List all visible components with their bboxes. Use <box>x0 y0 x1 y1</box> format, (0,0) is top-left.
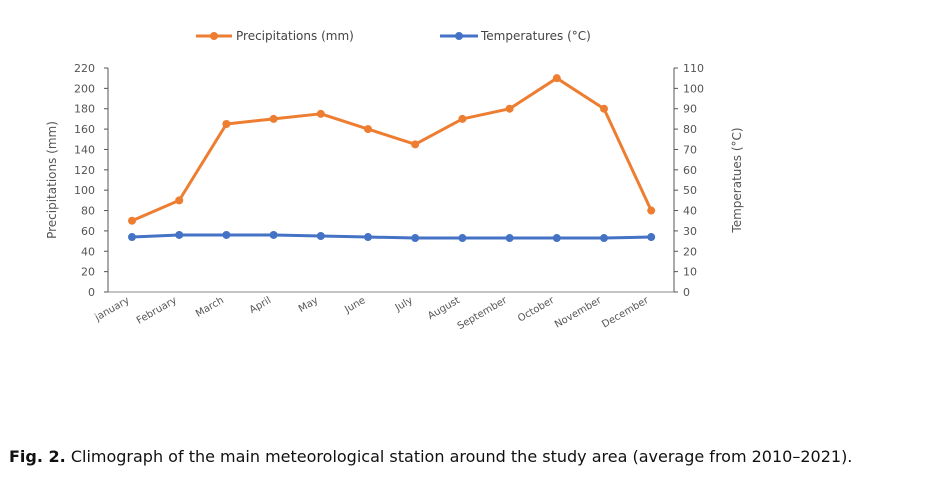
x-tick-label: january <box>92 295 131 324</box>
temperature-point <box>364 233 372 242</box>
precipitation-point <box>600 104 608 113</box>
precipitation-point <box>505 104 514 113</box>
x-tick-label: November <box>553 295 604 331</box>
temperature-point <box>316 232 325 240</box>
x-tick-label: October <box>516 295 557 325</box>
temperature-point <box>175 230 184 239</box>
precipitation-point <box>411 140 420 149</box>
left-tick-label: 160 <box>74 123 95 136</box>
left-axis-title: Precipitations (mm) <box>45 121 59 239</box>
precipitation-series-line <box>131 76 653 223</box>
precipitation-point <box>269 114 278 123</box>
x-tick-label: March <box>194 295 226 320</box>
x-tick-label: May <box>297 295 320 315</box>
right-tick-label: 70 <box>683 143 697 156</box>
precipitation-point <box>458 114 467 123</box>
legend-precip-marker <box>210 32 218 40</box>
temperature-point <box>505 234 514 243</box>
right-tick-label: 110 <box>683 62 704 75</box>
caption-text: Climograph of the main meteorological st… <box>65 447 853 466</box>
temperature-point <box>552 234 561 243</box>
left-tick-label: 100 <box>74 184 95 197</box>
precipitation-point <box>222 120 231 128</box>
left-tick-label: 200 <box>74 82 95 95</box>
right-tick-label: 40 <box>683 205 697 218</box>
caption-label: Fig. 2. <box>9 447 66 466</box>
right-tick-label: 50 <box>683 184 697 197</box>
right-tick-label: 10 <box>683 266 697 279</box>
right-tick-label: 20 <box>683 245 697 258</box>
temperature-series-line <box>131 233 652 240</box>
precipitation-point <box>175 196 184 205</box>
x-tick-label: August <box>426 295 462 322</box>
right-tick-label: 30 <box>683 225 697 238</box>
right-tick-label: 0 <box>683 286 690 299</box>
right-axis-ticks: 0 10 20 30 40 50 60 70 80 90 100 110 <box>674 62 704 299</box>
precipitation-point <box>316 109 325 118</box>
x-tick-label: July <box>393 295 415 314</box>
temperature-point <box>222 230 231 239</box>
x-tick-label: April <box>248 295 273 316</box>
left-tick-label: 80 <box>81 205 95 218</box>
right-tick-label: 80 <box>683 123 697 136</box>
left-tick-label: 220 <box>74 62 95 75</box>
precipitation-point <box>364 125 372 134</box>
series-layer <box>128 74 656 243</box>
legend-precip-label: Precipitations (mm) <box>236 29 354 43</box>
precipitation-point <box>128 216 136 225</box>
climograph-chart: Precipitations (mm) Temperatures (°C) Pr… <box>45 29 744 333</box>
temperature-point <box>128 233 136 242</box>
temperature-point <box>269 230 278 239</box>
legend-temp-marker <box>455 32 463 40</box>
legend-temp-label: Temperatures (°C) <box>480 29 591 43</box>
left-axis-ticks: 0 20 40 60 80 100 120 140 160 180 200 220 <box>74 62 108 299</box>
temperature-point <box>600 234 608 243</box>
temperature-point <box>411 234 420 243</box>
left-tick-label: 60 <box>81 225 95 238</box>
x-tick-label: February <box>135 295 179 327</box>
figure-caption: Fig. 2. Climograph of the main meteorolo… <box>9 447 852 466</box>
left-tick-label: 40 <box>81 245 95 258</box>
temperature-point <box>647 233 656 242</box>
x-tick-label: September <box>456 295 510 333</box>
left-tick-label: 0 <box>88 286 95 299</box>
right-tick-label: 90 <box>683 103 697 116</box>
right-tick-label: 60 <box>683 164 697 177</box>
x-tick-label: June <box>342 295 367 316</box>
left-tick-label: 120 <box>74 164 95 177</box>
x-axis-ticks: january February March April May June July Augu… <box>92 295 651 333</box>
left-tick-label: 20 <box>81 266 95 279</box>
temperature-point <box>458 234 467 243</box>
precipitation-point <box>647 206 656 215</box>
left-tick-label: 140 <box>74 143 95 156</box>
legend: Precipitations (mm) Temperatures (°C) <box>196 29 591 43</box>
right-tick-label: 100 <box>683 82 704 95</box>
left-tick-label: 180 <box>74 103 95 116</box>
precipitation-point <box>552 74 561 83</box>
x-tick-label: December <box>600 295 651 331</box>
right-axis-title: Temperatues (°C) <box>730 127 744 233</box>
